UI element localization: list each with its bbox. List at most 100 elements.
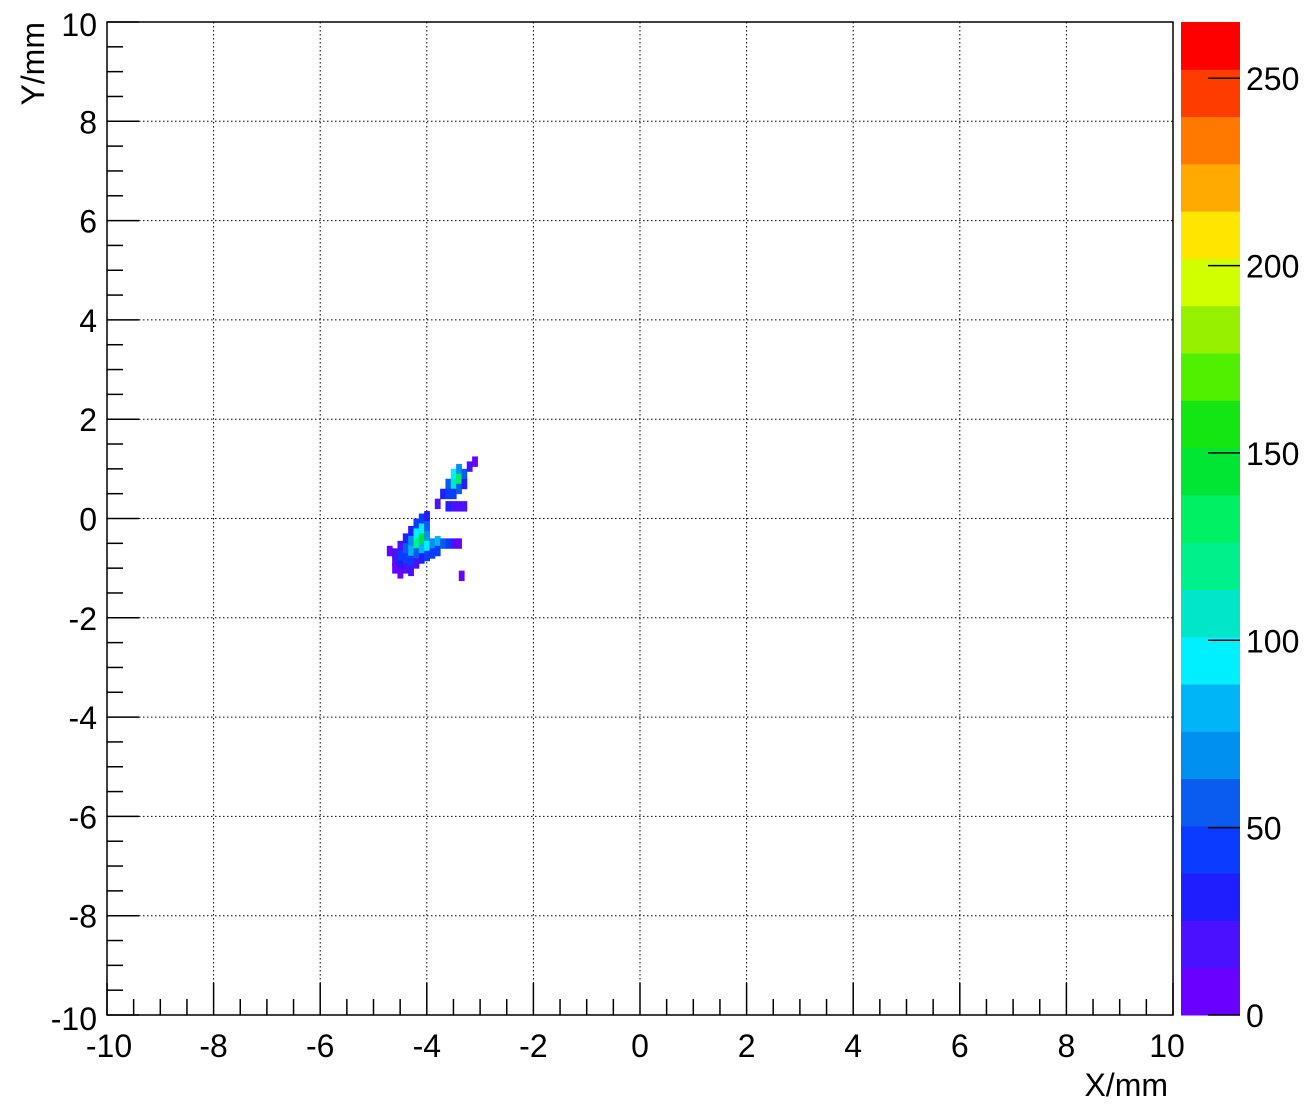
grid-lines bbox=[107, 22, 1173, 1015]
heatmap-bin bbox=[424, 550, 430, 562]
palette-cell bbox=[1181, 116, 1240, 165]
x-tick-label: 2 bbox=[738, 1028, 756, 1064]
palette-cell bbox=[1181, 69, 1240, 118]
y-tick-label: -2 bbox=[69, 601, 97, 637]
x-axis-ticks: -10 -8 -6 -4 -2 0 2 4 6 8 10 bbox=[86, 983, 1185, 1064]
heatmap-bin bbox=[413, 518, 420, 529]
heatmap-bin bbox=[450, 488, 457, 500]
heatmap-bin bbox=[413, 538, 420, 549]
heatmap-bin bbox=[408, 545, 414, 557]
y-tick-label: -4 bbox=[69, 700, 97, 736]
heatmap-bin bbox=[434, 535, 441, 547]
palette-cell bbox=[1181, 305, 1240, 354]
y-tick-label: 2 bbox=[79, 402, 97, 438]
x-tick-label: 0 bbox=[631, 1028, 649, 1064]
color-palette bbox=[1181, 22, 1240, 1016]
heatmap-bin bbox=[445, 538, 452, 549]
z-tick-label: 200 bbox=[1246, 249, 1299, 285]
heatmap-bin bbox=[392, 563, 398, 574]
heatmap-bin bbox=[450, 538, 457, 549]
heatmap-bin bbox=[445, 488, 452, 500]
z-tick-label: 150 bbox=[1246, 436, 1299, 472]
heatmap-bin bbox=[434, 545, 441, 557]
heatmap-bin bbox=[461, 478, 468, 490]
x-tick-label: -10 bbox=[86, 1028, 132, 1064]
heatmap-bin bbox=[429, 538, 436, 549]
heatmap-bin bbox=[472, 456, 478, 467]
heatmap-bin bbox=[408, 555, 414, 567]
heatmap-bin bbox=[397, 568, 404, 579]
heatmap-bin bbox=[402, 533, 409, 544]
palette-cell bbox=[1181, 920, 1240, 969]
y-tick-label: 0 bbox=[79, 502, 97, 538]
heatmap-bin bbox=[392, 555, 398, 567]
heatmap-bin bbox=[397, 540, 404, 552]
palette-cell bbox=[1181, 778, 1240, 827]
heatmap-bin bbox=[408, 565, 414, 577]
heatmap-bin bbox=[445, 478, 452, 490]
y-axis-label: Y/mm bbox=[15, 22, 51, 106]
z-axis-ticks: 0 50 100 150 200 250 bbox=[1208, 61, 1299, 1034]
heatmap-bin bbox=[424, 511, 430, 522]
heatmap-bin bbox=[402, 563, 409, 574]
heatmap-bin bbox=[413, 558, 420, 569]
heatmap-bin bbox=[424, 530, 430, 542]
heatmap-bin bbox=[445, 501, 452, 512]
x-axis-label: X/mm bbox=[1084, 1067, 1168, 1103]
y-tick-label: -8 bbox=[69, 899, 97, 935]
heatmap-bin bbox=[413, 548, 420, 559]
z-tick-label: 0 bbox=[1246, 998, 1264, 1034]
palette-cell bbox=[1181, 542, 1240, 590]
y-axis-ticks: -10 -8 -6 -4 -2 0 2 4 6 8 10 bbox=[51, 7, 139, 1037]
palette-cell bbox=[1181, 684, 1240, 732]
heatmap-bin bbox=[456, 501, 462, 512]
x-tick-label: -2 bbox=[519, 1028, 547, 1064]
x-tick-label: 6 bbox=[951, 1028, 969, 1064]
heatmap-bin bbox=[450, 478, 457, 490]
heatmap-bin bbox=[386, 545, 393, 557]
x-tick-label: -8 bbox=[199, 1028, 227, 1064]
heatmap-bin bbox=[440, 538, 446, 549]
heatmap-bins bbox=[386, 456, 478, 582]
palette-cell bbox=[1181, 825, 1240, 874]
palette-cell bbox=[1181, 258, 1240, 307]
heatmap-bin bbox=[450, 468, 457, 480]
heatmap-bin bbox=[413, 528, 420, 539]
palette-cell bbox=[1181, 211, 1240, 259]
heatmap-bin bbox=[418, 523, 425, 534]
heatmap-bin bbox=[408, 525, 414, 537]
z-tick-label: 250 bbox=[1246, 61, 1299, 97]
heatmap-bin bbox=[458, 570, 465, 582]
palette-cell bbox=[1181, 494, 1240, 543]
z-tick-label: 50 bbox=[1246, 811, 1282, 847]
y-tick-label: 6 bbox=[79, 204, 97, 240]
palette-cell bbox=[1181, 731, 1240, 780]
palette-cell bbox=[1181, 22, 1240, 70]
heatmap-bin bbox=[461, 468, 468, 480]
heatmap-bin bbox=[466, 461, 473, 472]
x-tick-label: -6 bbox=[306, 1028, 334, 1064]
heatmap-bin bbox=[418, 543, 425, 554]
heatmap-bin bbox=[392, 548, 398, 559]
y-tick-label: 4 bbox=[79, 303, 97, 339]
x-tick-label: -4 bbox=[413, 1028, 441, 1064]
heatmap-bin bbox=[424, 540, 430, 552]
heatmap-bin bbox=[397, 550, 404, 562]
heatmap-bin bbox=[418, 533, 425, 544]
palette-cell bbox=[1181, 636, 1240, 685]
heatmap-bin bbox=[456, 473, 462, 485]
y-tick-label: -6 bbox=[69, 799, 97, 835]
heatmap-bin bbox=[456, 538, 462, 549]
heatmap-bin bbox=[434, 498, 441, 510]
y-tick-label: 8 bbox=[79, 104, 97, 140]
heatmap-bin bbox=[408, 535, 414, 547]
heatmap-bin bbox=[402, 543, 409, 554]
heatmap-bin bbox=[424, 520, 430, 532]
palette-cell bbox=[1181, 400, 1240, 449]
heatmap-bin bbox=[418, 553, 425, 564]
heatmap-bin bbox=[450, 501, 457, 512]
palette-cell bbox=[1181, 447, 1240, 496]
heatmap-bin bbox=[456, 463, 462, 475]
